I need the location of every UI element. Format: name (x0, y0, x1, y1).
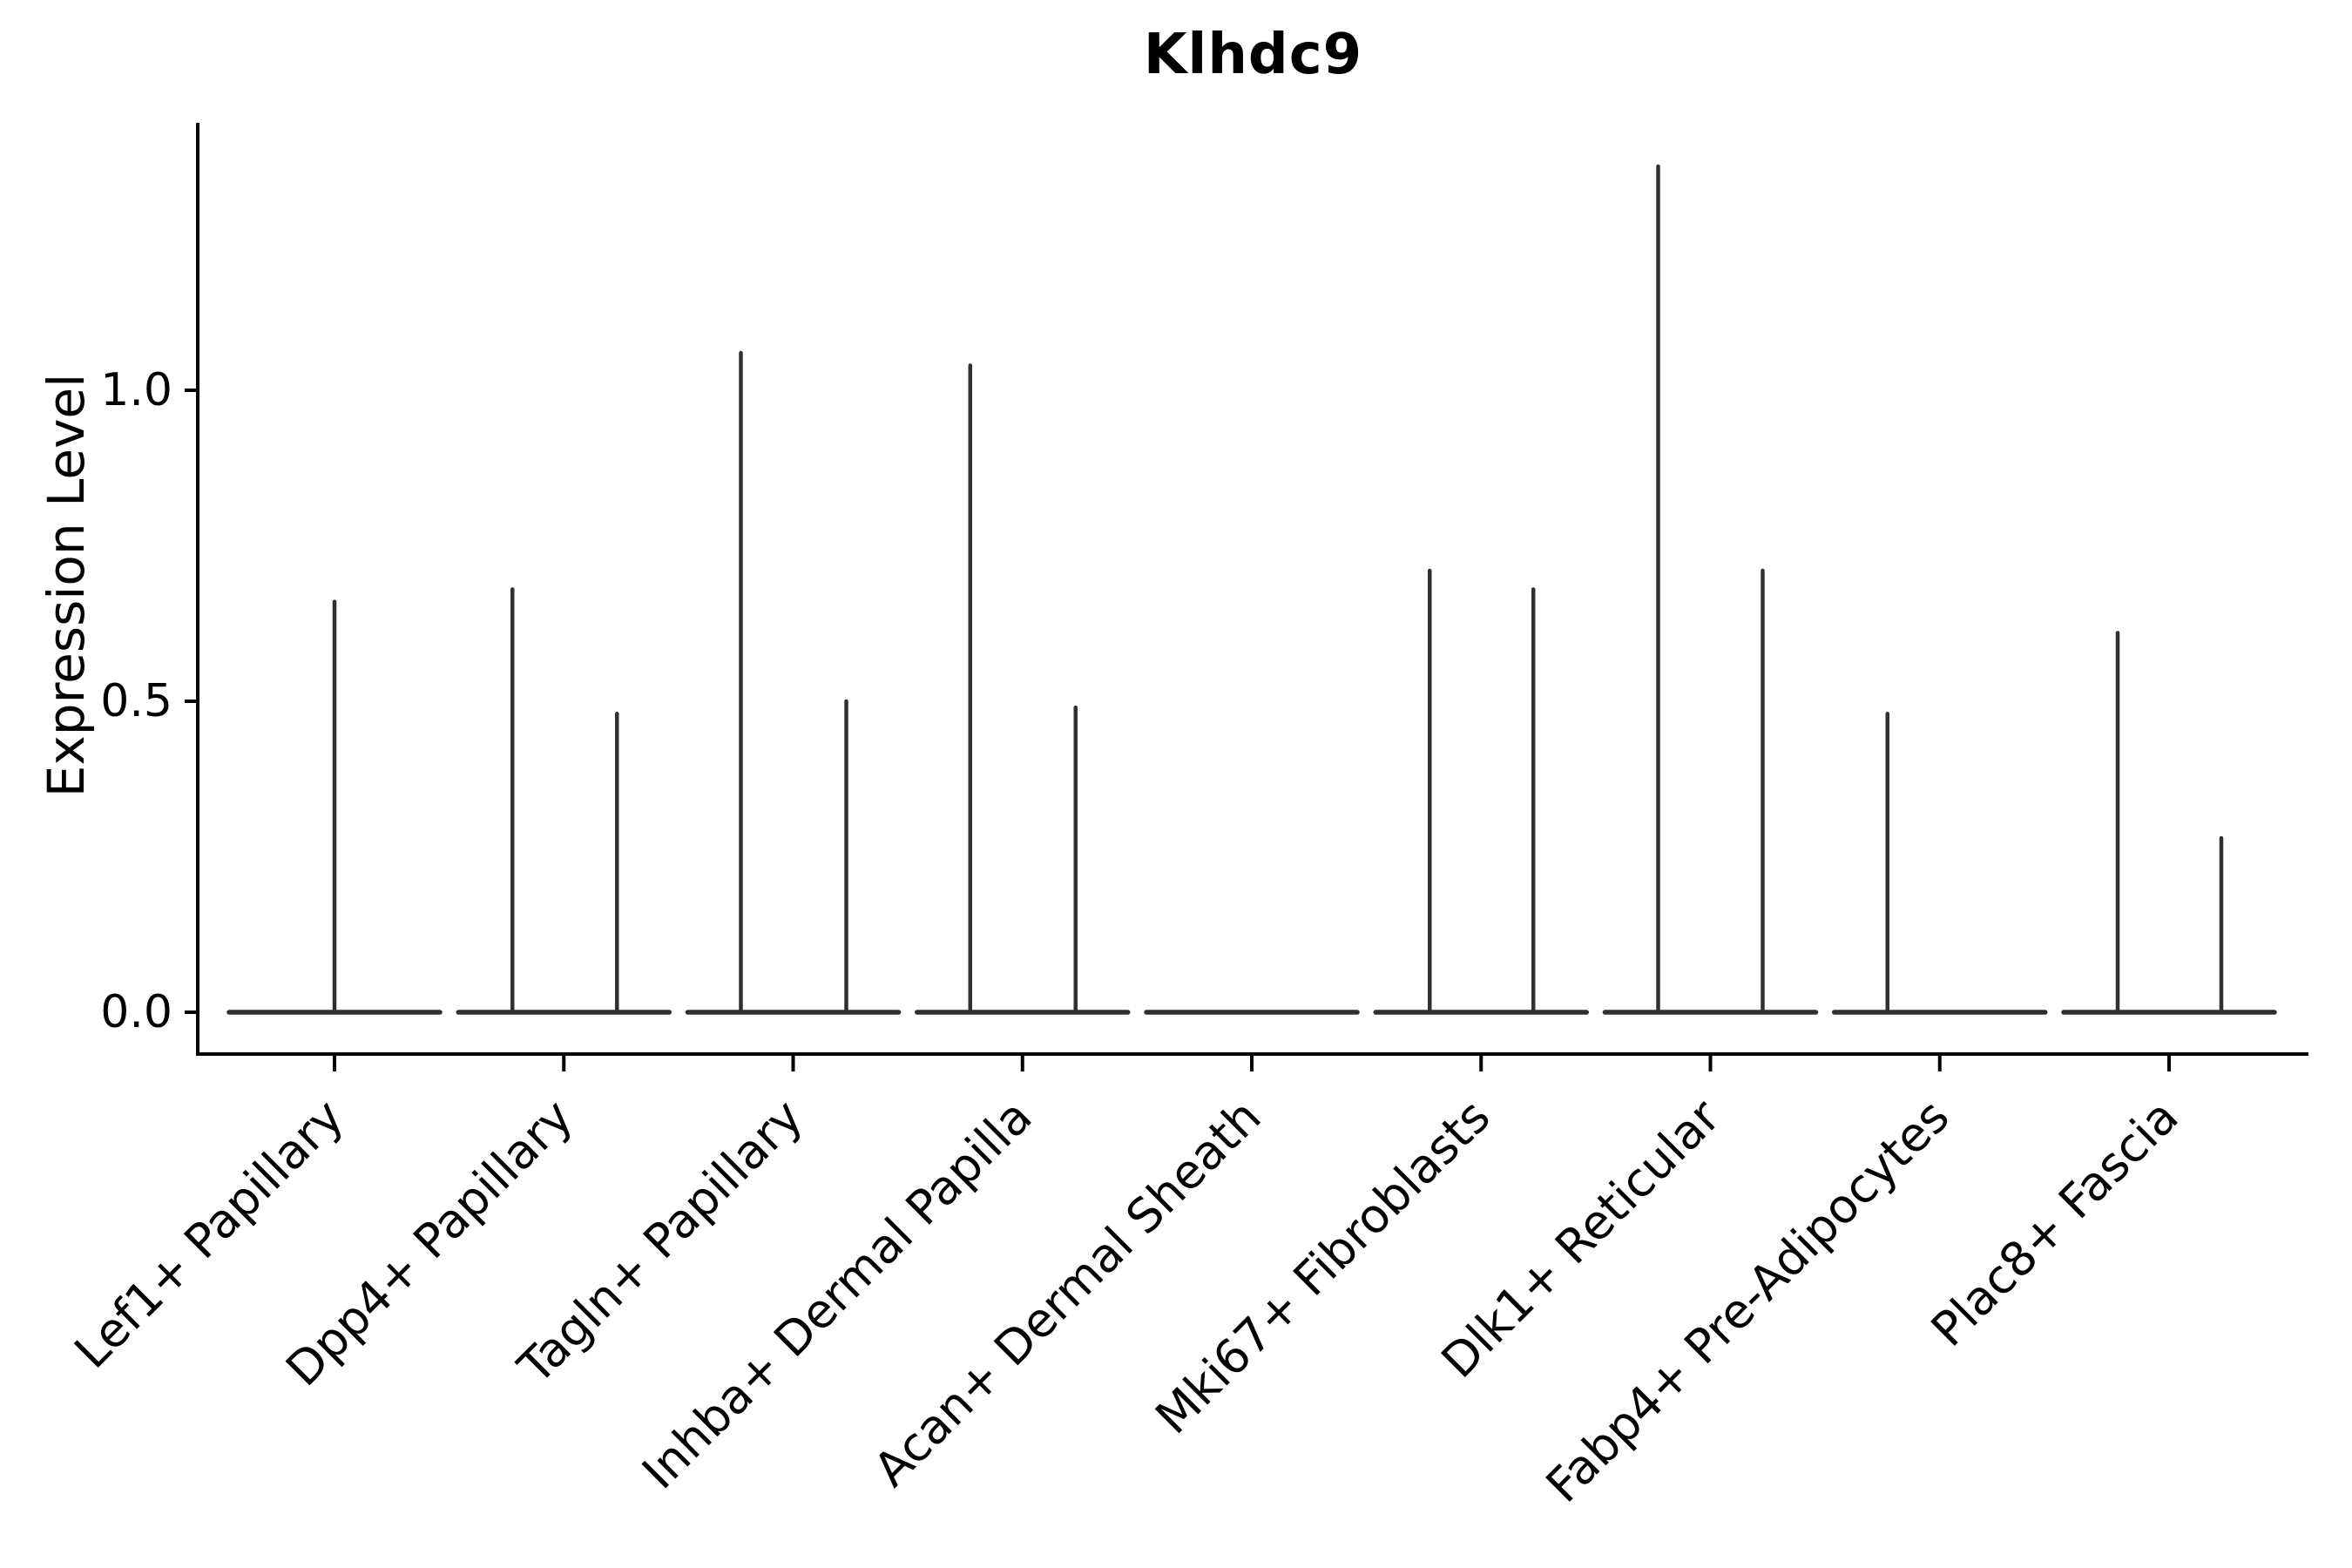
y-tick-label: 0.5 (100, 675, 172, 727)
chart-title: Klhdc9 (1143, 23, 1363, 87)
y-tick-label: 1.0 (100, 364, 172, 416)
y-tick-label: 0.0 (100, 986, 172, 1038)
